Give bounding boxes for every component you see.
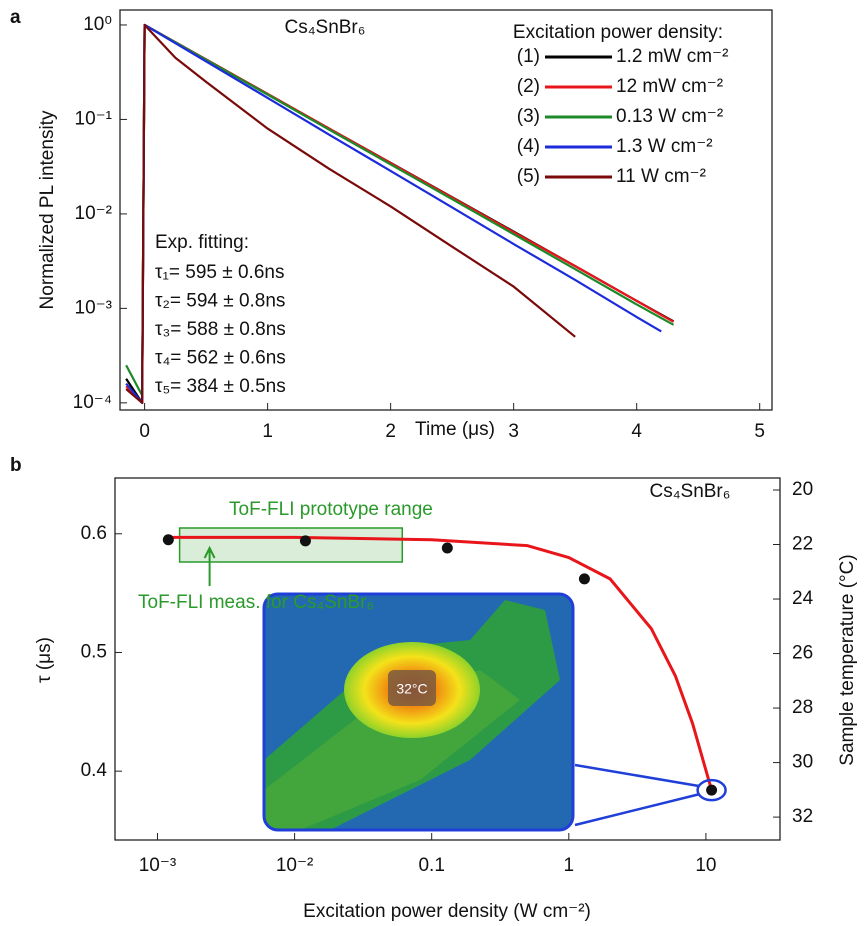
data-line xyxy=(125,23,675,404)
x-tick-label: 10 xyxy=(695,855,716,876)
y2-tick-label: 20 xyxy=(792,479,813,500)
data-point xyxy=(162,534,174,546)
y-tick-label: 10⁰ xyxy=(83,14,112,35)
x-tick-label: 0.1 xyxy=(418,855,444,876)
plot-frame-b xyxy=(114,477,781,841)
y-axis-label: Normalized PL intensity xyxy=(37,110,58,309)
y2-tick-label: 26 xyxy=(792,643,813,664)
plot-frame-a xyxy=(119,9,773,411)
fit-result: τ₅= 384 ± 0.5ns xyxy=(155,376,286,397)
y2-tick-label: 28 xyxy=(792,697,813,718)
data-point xyxy=(578,573,590,585)
y-tick-label: 0.4 xyxy=(81,760,108,781)
legend-entry: 1.3 W cm⁻² xyxy=(616,136,713,157)
panel-letter: a xyxy=(10,7,21,28)
fit-result: τ₁= 595 ± 0.6ns xyxy=(155,262,284,283)
x-tick-label: 0 xyxy=(139,421,150,442)
data-point xyxy=(706,784,718,796)
y2-tick-label: 32 xyxy=(792,806,813,827)
data-line xyxy=(125,23,675,404)
x-tick-label: 10⁻³ xyxy=(139,855,177,876)
data-line xyxy=(125,23,576,404)
fit-result: τ₃= 588 ± 0.8ns xyxy=(155,319,286,340)
legend-entry: 1.2 mW cm⁻² xyxy=(616,46,728,67)
fit-result: τ₄= 562 ± 0.6ns xyxy=(155,348,286,369)
y2-axis-label: Sample temperature (°C) xyxy=(837,554,858,765)
legend-entry: 0.13 W cm⁻² xyxy=(616,106,723,127)
chart-title: Cs₄SnBr₆ xyxy=(650,481,731,502)
y-axis-label: τ (μs) xyxy=(34,637,55,683)
x-tick-label: 1 xyxy=(262,421,273,442)
inset-connector xyxy=(574,792,700,827)
y-tick-label: 10⁻² xyxy=(75,203,113,224)
legend-label: (2) xyxy=(517,76,540,97)
inset-image: 32°C xyxy=(262,592,575,832)
y-tick-label: 0.6 xyxy=(81,523,107,544)
x-tick-label: 1 xyxy=(564,855,575,876)
arrow-label: ToF-FLI meas. for Cs₄SnBr₆ xyxy=(138,592,374,613)
legend-title: Excitation power density: xyxy=(513,22,723,43)
data-point xyxy=(441,542,453,554)
x-tick-label: 10⁻² xyxy=(276,855,314,876)
x-axis-label: Time (μs) xyxy=(415,419,495,440)
y2-tick-label: 24 xyxy=(792,588,814,609)
y-tick-label: 10⁻⁴ xyxy=(73,392,112,413)
legend-label: (4) xyxy=(517,136,540,157)
x-tick-label: 3 xyxy=(508,421,519,442)
y-tick-label: 10⁻¹ xyxy=(75,108,113,129)
legend-label: (5) xyxy=(517,166,540,187)
range-box xyxy=(178,527,404,563)
legend-label: (1) xyxy=(517,46,540,67)
fit-result: τ₂= 594 ± 0.8ns xyxy=(155,291,285,312)
range-label: ToF-FLI prototype range xyxy=(229,499,433,520)
inset-label: 32°C xyxy=(396,681,427,697)
y-tick-label: 10⁻³ xyxy=(75,297,113,318)
x-tick-label: 2 xyxy=(385,421,396,442)
chart-title: Cs₄SnBr₆ xyxy=(285,17,366,38)
panel-letter: b xyxy=(10,455,22,476)
arrow xyxy=(203,545,216,586)
x-tick-label: 5 xyxy=(754,421,765,442)
legend-entry: 12 mW cm⁻² xyxy=(616,76,723,97)
fit-title: Exp. fitting: xyxy=(155,232,249,253)
y-tick-label: 0.5 xyxy=(81,641,107,662)
inset-connector xyxy=(574,763,700,788)
x-axis-label: Excitation power density (W cm⁻²) xyxy=(303,901,591,922)
data-point xyxy=(299,535,311,547)
legend-label: (3) xyxy=(517,106,540,127)
y2-tick-label: 22 xyxy=(792,534,813,555)
fit-line xyxy=(168,535,714,791)
y2-tick-label: 30 xyxy=(792,752,813,773)
legend-entry: 11 W cm⁻² xyxy=(616,166,706,187)
x-tick-label: 4 xyxy=(631,421,642,442)
highlight-ring xyxy=(696,778,727,802)
